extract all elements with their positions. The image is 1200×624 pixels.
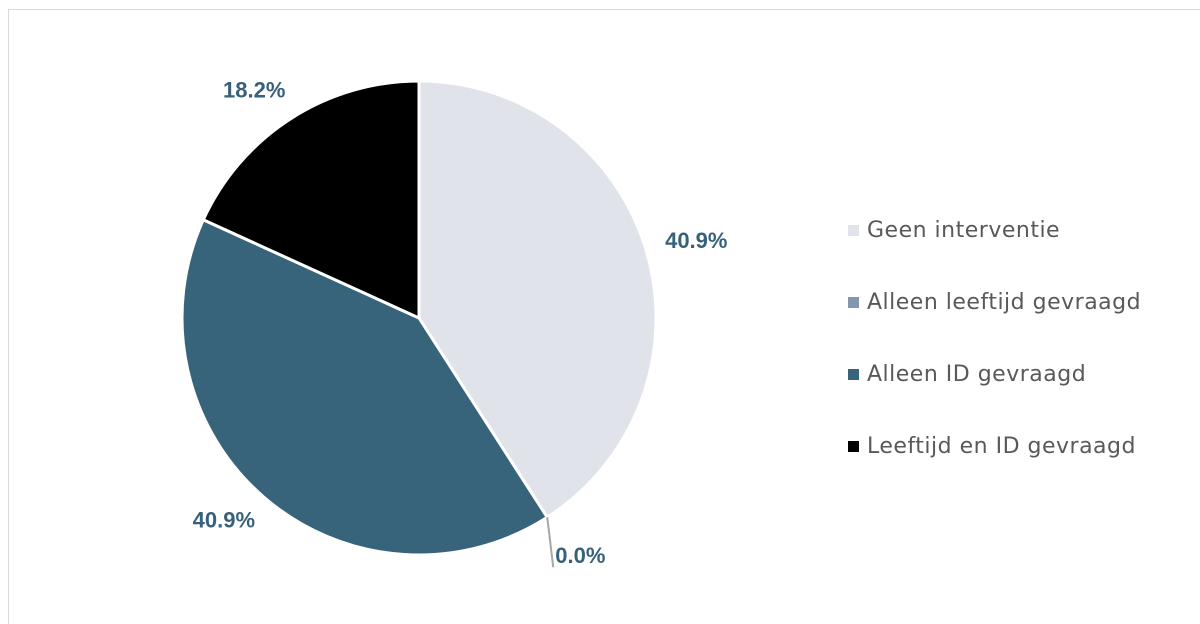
legend-label: Alleen ID gevraagd: [867, 361, 1087, 387]
data-label-geen-interventie: 40.9%: [665, 228, 727, 253]
legend-swatch: [848, 296, 859, 308]
legend-label: Alleen leeftijd gevraagd: [867, 289, 1142, 315]
legend-label: Geen interventie: [867, 217, 1061, 243]
legend-item-geen-interventie[interactable]: Geen interventie: [848, 194, 1141, 266]
pie-slices: [180, 79, 658, 557]
pie-slice-leeftijd-en-id-gevraagd[interactable]: [201, 79, 421, 320]
leader-lines: [546, 517, 555, 568]
legend-swatch: [848, 224, 859, 236]
legend: Geen interventie Alleen leeftijd gevraag…: [848, 194, 1141, 482]
data-label-alleen-id-gevraagd: 40.9%: [193, 507, 255, 532]
legend-swatch: [848, 368, 859, 380]
leader-line-alleen-leeftijd-gevraagd: [546, 517, 555, 568]
legend-label: Leeftijd en ID gevraagd: [867, 433, 1136, 459]
data-label-alleen-leeftijd-gevraagd: 0.0%: [555, 543, 605, 568]
data-labels: 40.9% 0.0% 40.9% 18.2%: [193, 78, 728, 569]
pie-slice-alleen-id-gevraagd[interactable]: [180, 218, 549, 557]
legend-swatch: [848, 440, 859, 452]
legend-item-leeftijd-en-id-gevraagd[interactable]: Leeftijd en ID gevraagd: [848, 410, 1141, 482]
legend-item-alleen-leeftijd-gevraagd[interactable]: Alleen leeftijd gevraagd: [848, 266, 1141, 338]
data-label-leeftijd-en-id-gevraagd: 18.2%: [223, 78, 285, 103]
legend-item-alleen-id-gevraagd[interactable]: Alleen ID gevraagd: [848, 338, 1141, 410]
